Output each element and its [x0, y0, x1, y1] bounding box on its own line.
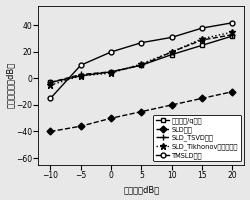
- 迭代加权/q方法: [110, 71, 112, 73]
- TMSLD方法: [231, 22, 234, 24]
- SLD_Tikhonov正则化方法: [140, 63, 143, 65]
- SLD_TSVD方法: [170, 51, 173, 53]
- SLD_TSVD方法: [79, 73, 82, 76]
- SLD_Tikhonov正则化方法: [200, 37, 203, 40]
- SLD_TSVD方法: [231, 34, 234, 36]
- SLD_TSVD方法: [140, 64, 143, 66]
- SLD方法: [140, 110, 143, 113]
- SLD方法: [170, 104, 173, 106]
- SLD方法: [49, 130, 52, 133]
- 迭代加权/q方法: [140, 64, 143, 66]
- Line: SLD_TSVD方法: SLD_TSVD方法: [47, 31, 236, 86]
- TMSLD方法: [140, 41, 143, 44]
- 迭代加权/q方法: [200, 44, 203, 47]
- Line: TMSLD方法: TMSLD方法: [48, 20, 235, 101]
- SLD_Tikhonov正则化方法: [110, 72, 112, 74]
- SLD_TSVD方法: [49, 81, 52, 84]
- TMSLD方法: [200, 27, 203, 29]
- Legend: 迭代加权/q方法, SLD方法, SLD_TSVD方法, SLD_Tikhonov正则化方法, TMSLD方法: 迭代加权/q方法, SLD方法, SLD_TSVD方法, SLD_Tikhono…: [154, 115, 241, 161]
- SLD_Tikhonov正则化方法: [170, 51, 173, 53]
- SLD方法: [200, 97, 203, 100]
- SLD方法: [110, 117, 112, 119]
- 迭代加权/q方法: [170, 53, 173, 56]
- SLD_TSVD方法: [200, 39, 203, 41]
- 迭代加权/q方法: [79, 75, 82, 77]
- 迭代加权/q方法: [231, 35, 234, 37]
- SLD_Tikhonov正则化方法: [79, 75, 82, 77]
- X-axis label: 信噪比（dB）: 信噪比（dB）: [123, 185, 160, 194]
- Line: SLD_Tikhonov正则化方法: SLD_Tikhonov正则化方法: [47, 29, 235, 88]
- TMSLD方法: [49, 97, 52, 100]
- TMSLD方法: [79, 64, 82, 66]
- SLD_Tikhonov正则化方法: [49, 84, 52, 86]
- Line: SLD方法: SLD方法: [48, 89, 235, 134]
- SLD_Tikhonov正则化方法: [231, 31, 234, 33]
- SLD方法: [79, 125, 82, 127]
- Line: 迭代加权/q方法: 迭代加权/q方法: [48, 34, 235, 85]
- 迭代加权/q方法: [49, 81, 52, 84]
- SLD_TSVD方法: [110, 71, 112, 73]
- TMSLD方法: [110, 51, 112, 53]
- Y-axis label: 重均信噪比（dB）: 重均信噪比（dB）: [6, 62, 15, 108]
- TMSLD方法: [170, 36, 173, 39]
- SLD方法: [231, 91, 234, 93]
